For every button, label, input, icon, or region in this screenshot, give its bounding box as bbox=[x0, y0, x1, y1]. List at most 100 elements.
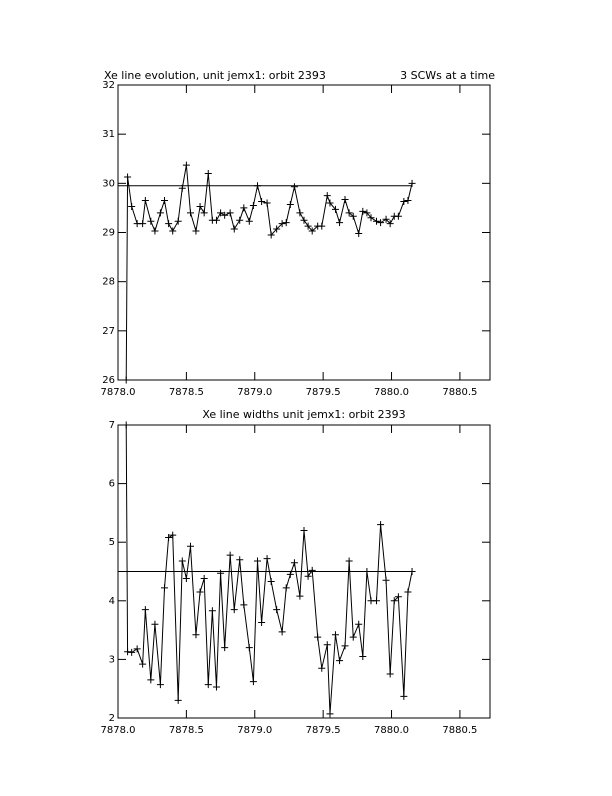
point-marker bbox=[245, 644, 253, 652]
point-marker bbox=[151, 620, 159, 628]
point-marker bbox=[345, 557, 353, 565]
point-marker bbox=[165, 534, 173, 542]
point-marker bbox=[200, 209, 208, 217]
annotation: 3 SCWs at a time bbox=[400, 69, 495, 82]
point-marker bbox=[408, 179, 416, 187]
point-marker bbox=[304, 572, 312, 580]
x-tick-label: 7879.5 bbox=[306, 387, 341, 398]
point-marker bbox=[331, 205, 339, 213]
x-tick-label: 7878.0 bbox=[101, 387, 136, 398]
point-marker bbox=[151, 227, 159, 235]
x-tick-label: 7879.0 bbox=[237, 725, 272, 736]
point-marker bbox=[245, 217, 253, 225]
point-marker bbox=[169, 227, 177, 235]
point-marker bbox=[208, 607, 216, 615]
point-marker bbox=[230, 606, 238, 614]
point-marker bbox=[196, 588, 204, 596]
point-marker bbox=[174, 696, 182, 704]
y-tick-label: 6 bbox=[109, 479, 115, 490]
point-marker bbox=[318, 222, 326, 230]
point-marker bbox=[174, 217, 182, 225]
point-marker bbox=[124, 648, 132, 656]
point-marker bbox=[377, 219, 385, 227]
point-marker bbox=[282, 219, 290, 227]
point-marker bbox=[341, 196, 349, 204]
y-tick-label: 3 bbox=[109, 654, 115, 665]
point-marker bbox=[230, 225, 238, 233]
point-marker bbox=[122, 376, 130, 384]
point-marker bbox=[336, 657, 344, 665]
point-marker bbox=[186, 542, 194, 550]
point-marker bbox=[296, 592, 304, 600]
point-marker bbox=[217, 569, 225, 577]
y-tick-label: 29 bbox=[102, 228, 115, 239]
point-marker bbox=[182, 575, 190, 583]
point-marker bbox=[377, 521, 385, 529]
point-marker bbox=[221, 644, 229, 652]
y-tick-label: 5 bbox=[109, 537, 115, 548]
point-marker bbox=[165, 220, 173, 228]
y-tick-label: 30 bbox=[102, 178, 115, 189]
point-marker bbox=[382, 215, 390, 223]
point-marker bbox=[372, 217, 380, 225]
point-marker bbox=[139, 220, 147, 228]
point-marker bbox=[386, 220, 394, 228]
x-tick-label: 7878.5 bbox=[169, 387, 204, 398]
point-marker bbox=[141, 197, 149, 205]
point-marker bbox=[192, 631, 200, 639]
point-marker bbox=[192, 227, 200, 235]
point-marker bbox=[349, 212, 357, 220]
point-marker bbox=[258, 198, 266, 206]
point-marker bbox=[161, 197, 168, 205]
point-marker bbox=[196, 202, 204, 210]
point-marker bbox=[382, 576, 390, 584]
x-tick-label: 7879.5 bbox=[306, 725, 341, 736]
point-marker bbox=[178, 184, 186, 192]
point-marker bbox=[169, 531, 177, 539]
point-marker bbox=[363, 568, 371, 575]
point-marker bbox=[290, 559, 298, 567]
point-marker bbox=[341, 642, 349, 650]
x-tick-label: 7878.0 bbox=[101, 725, 136, 736]
point-marker bbox=[359, 207, 367, 215]
point-marker bbox=[278, 220, 286, 228]
point-marker bbox=[212, 683, 220, 691]
chart-title: Xe line evolution, unit jemx1: orbit 239… bbox=[104, 69, 326, 82]
y-tick-label: 2 bbox=[109, 713, 115, 724]
point-marker bbox=[258, 618, 266, 626]
point-marker bbox=[204, 681, 212, 689]
y-tick-label: 7 bbox=[109, 420, 115, 431]
point-marker bbox=[326, 199, 334, 207]
point-marker bbox=[404, 588, 412, 596]
point-marker bbox=[367, 214, 375, 222]
point-marker bbox=[331, 631, 339, 639]
point-marker bbox=[186, 209, 194, 217]
point-marker bbox=[236, 216, 244, 224]
point-marker bbox=[182, 161, 190, 169]
x-tick-label: 7880.0 bbox=[374, 725, 409, 736]
point-marker bbox=[304, 222, 312, 230]
point-marker bbox=[355, 229, 363, 237]
point-marker bbox=[308, 566, 316, 574]
y-tick-label: 31 bbox=[102, 129, 115, 140]
point-marker bbox=[323, 641, 331, 649]
x-tick-label: 7880.5 bbox=[442, 387, 477, 398]
point-marker bbox=[263, 199, 271, 207]
point-marker bbox=[240, 204, 248, 212]
point-marker bbox=[204, 170, 212, 177]
point-marker bbox=[323, 192, 331, 200]
series-line bbox=[125, 165, 413, 381]
point-marker bbox=[147, 676, 155, 684]
point-marker bbox=[300, 526, 308, 534]
y-tick-label: 4 bbox=[109, 596, 115, 607]
y-tick-label: 26 bbox=[102, 375, 115, 386]
point-marker bbox=[386, 670, 394, 678]
point-marker bbox=[400, 692, 408, 700]
point-marker bbox=[308, 227, 316, 235]
point-marker bbox=[226, 551, 234, 559]
point-marker bbox=[156, 209, 164, 217]
point-marker bbox=[254, 557, 261, 565]
point-marker bbox=[226, 209, 234, 217]
point-marker bbox=[122, 421, 130, 429]
point-marker bbox=[178, 557, 186, 565]
